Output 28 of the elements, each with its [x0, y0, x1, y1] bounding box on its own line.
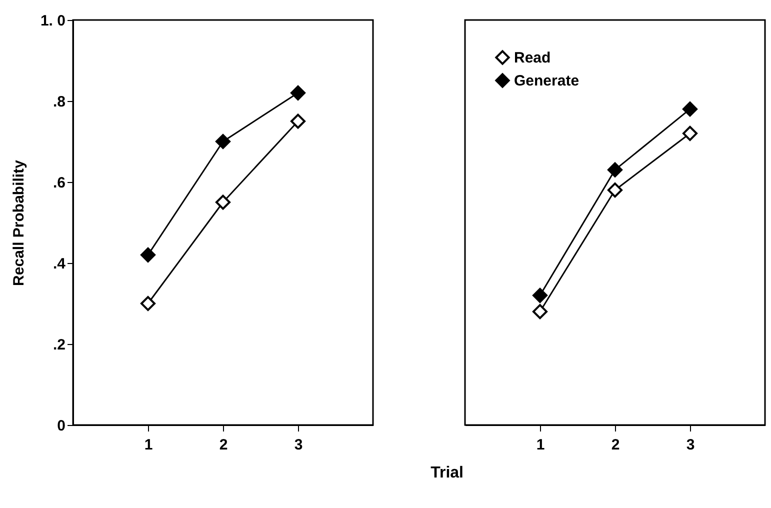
point [607, 182, 623, 198]
y-axis-title: Recall Probability [10, 159, 28, 286]
x-tick-label: 1 [144, 436, 153, 454]
x-tick-label: 3 [686, 436, 695, 454]
point [607, 162, 623, 178]
point [215, 134, 231, 150]
legend-label: Read [514, 50, 551, 66]
point [682, 126, 698, 141]
point [532, 304, 548, 320]
x-tick-label: 3 [294, 436, 303, 454]
y-tick-label: .6 [52, 174, 66, 192]
y-tick-label: 0 [57, 418, 66, 434]
point [532, 288, 548, 303]
point [290, 85, 306, 100]
y-tick-label: .2 [52, 336, 66, 354]
y-tick-label: .4 [52, 256, 66, 272]
x-axis-title: Trial [430, 464, 464, 482]
x-tick-label: 1 [536, 436, 545, 454]
point [682, 102, 698, 117]
y-tick-label: 1. 0 [40, 12, 66, 30]
x-tick-label: 2 [611, 436, 620, 454]
legend-label: Generate [514, 72, 580, 90]
point [140, 296, 156, 312]
y-tick-label: .8 [52, 94, 66, 110]
point [215, 194, 231, 210]
point [140, 247, 156, 262]
x-tick-label: 2 [219, 436, 228, 454]
point [290, 114, 306, 129]
